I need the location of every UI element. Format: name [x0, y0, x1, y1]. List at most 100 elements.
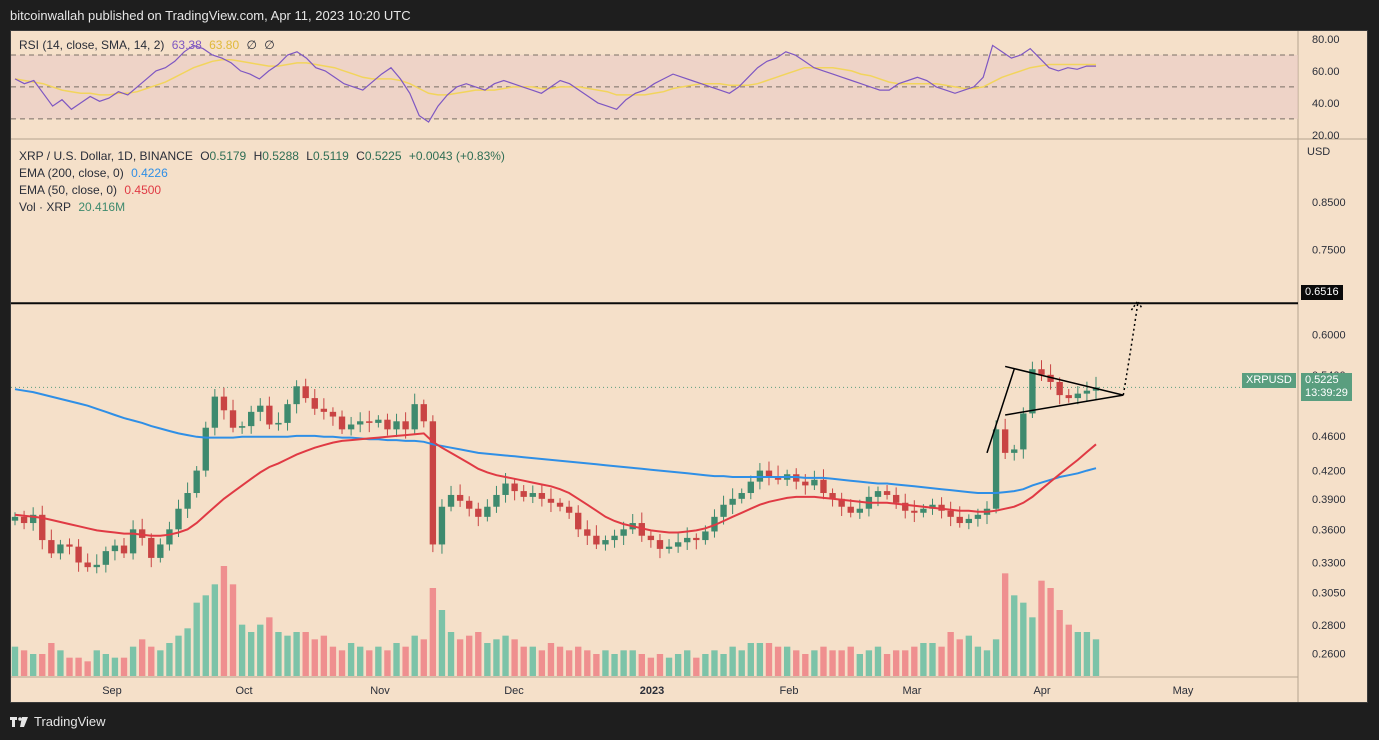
volume-bar [1056, 610, 1063, 676]
volume-bar [1011, 595, 1018, 676]
candle-body [275, 422, 282, 425]
candle-body [1047, 374, 1054, 382]
ema200-label: EMA (200, close, 0) [19, 166, 124, 180]
candle-body [883, 491, 891, 495]
candle-body [357, 421, 364, 425]
ema200-row: EMA (200, close, 0) 0.4226 [19, 165, 509, 182]
volume-bar [693, 657, 700, 676]
volume-bar [429, 588, 437, 676]
hide-icon[interactable]: ∅ [246, 38, 257, 52]
volume-bar [756, 643, 764, 676]
candle-body [157, 544, 164, 558]
candle-body [193, 470, 200, 494]
volume-bar [1001, 573, 1009, 676]
candle-body [66, 544, 73, 547]
volume-bar [611, 654, 618, 676]
candle-body [148, 537, 155, 558]
triangle-upper-trendline [1004, 365, 1124, 396]
candle-body [429, 421, 437, 545]
volume-bar [602, 650, 609, 676]
volume-bar [138, 639, 146, 676]
candle-body [293, 386, 300, 405]
ema50-label: EMA (50, close, 0) [19, 183, 118, 197]
price-tick-label: 0.4200 [1312, 466, 1346, 478]
candle-body [620, 529, 627, 536]
volume-bar [638, 654, 645, 676]
chart-canvas[interactable]: 20.00 40.00 60.00 80.00 0.2600 0.2800 0.3050 0.… [11, 31, 1367, 702]
candle-body [1029, 369, 1036, 414]
price-tick-label: 0.2800 [1312, 620, 1346, 632]
candle-body [466, 500, 473, 509]
candle-body [175, 508, 182, 530]
rsi-tick-label: 40.00 [1312, 98, 1340, 110]
candle-body [238, 426, 246, 428]
volume-bar [302, 632, 309, 676]
volume-bar [229, 584, 237, 676]
candle-body [75, 546, 82, 563]
rsi-tick-label: 60.00 [1312, 66, 1340, 78]
volume-bar [366, 650, 373, 676]
time-tick-label: May [1173, 685, 1194, 697]
candle-body [693, 537, 700, 541]
hide-icon[interactable]: ∅ [264, 38, 275, 52]
candle-body [747, 481, 754, 494]
volume-bar [783, 646, 791, 676]
volume-bar [538, 650, 546, 676]
symbol-tag: XRPUSD [1242, 373, 1296, 388]
rsi-legend-value: 63.38 [171, 38, 202, 52]
volume-bar [338, 650, 346, 676]
volume-bar [447, 632, 455, 676]
volume-bar [1038, 580, 1045, 676]
chart-frame[interactable]: 20.00 40.00 60.00 80.00 0.2600 0.2800 0.3050 0.… [10, 30, 1368, 703]
candle-body [738, 493, 745, 499]
price-tick-label: 0.2600 [1312, 648, 1346, 660]
ohlc-close: C0.5225 [356, 149, 402, 163]
volume-bar [802, 654, 809, 676]
candle-body [665, 546, 673, 549]
candle-body [729, 498, 736, 505]
candle-body [511, 483, 518, 492]
rsi-line [14, 44, 1096, 123]
candle-body [57, 544, 64, 554]
candle-body [874, 491, 882, 497]
candle-body [593, 535, 600, 545]
candle-body [438, 506, 446, 545]
volume-bar [665, 657, 673, 676]
candle-body [838, 498, 845, 507]
volume-bar [102, 654, 110, 676]
volume-bar [511, 639, 518, 676]
candle-body [1074, 393, 1082, 399]
volume-bar [738, 650, 745, 676]
candle-body [1001, 429, 1009, 453]
candle-body [965, 518, 973, 524]
volume-bar [175, 635, 182, 676]
candle-body [811, 479, 818, 486]
time-tick-label: 2023 [640, 685, 664, 697]
candle-body [384, 419, 391, 430]
time-tick-label: Feb [780, 685, 799, 697]
volume-bar [166, 643, 173, 676]
volume-bar [248, 632, 255, 676]
candle-body [266, 405, 273, 425]
level-tag: 0.6516 [1301, 285, 1343, 300]
volume-bar [20, 650, 28, 676]
time-tick-label: Sep [102, 685, 122, 697]
candle-body [602, 540, 609, 545]
volume-bar [93, 650, 100, 676]
volume-bar [411, 635, 418, 676]
volume-bar [938, 646, 945, 676]
rsi-tick-label: 80.00 [1312, 34, 1340, 46]
candle-body [1020, 413, 1027, 450]
candle-body [1083, 390, 1091, 394]
candle-body [220, 396, 228, 411]
candle-body [402, 421, 409, 430]
volume-bar [674, 654, 682, 676]
candle-body [11, 516, 19, 521]
volume-bar [456, 639, 464, 676]
candle-body [956, 516, 963, 524]
volume-bar [829, 650, 836, 676]
time-tick-label: Apr [1033, 685, 1050, 697]
candle-body [947, 510, 954, 517]
candle-body [320, 408, 328, 412]
projection-dotted-path [1122, 302, 1139, 396]
